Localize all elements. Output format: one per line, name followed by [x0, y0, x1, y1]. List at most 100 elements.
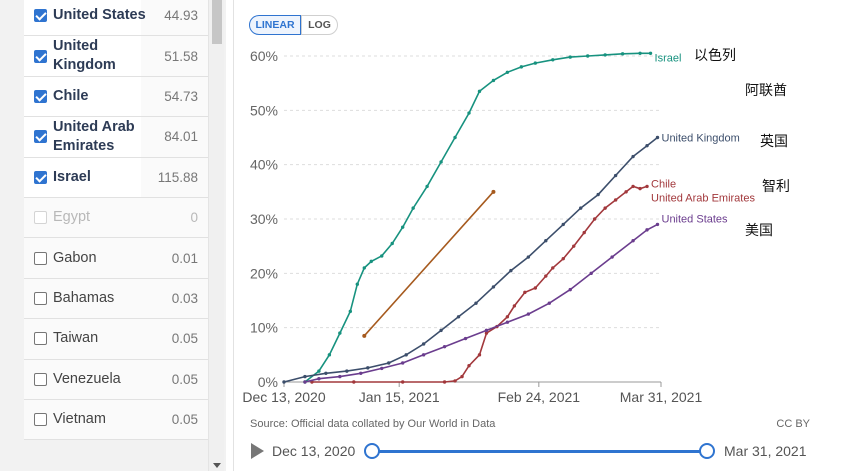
data-point [442, 380, 447, 384]
data-point [547, 301, 551, 305]
data-point [655, 135, 660, 140]
sidebar-scrollbar[interactable] [208, 0, 224, 471]
x-tick-label: Mar 31, 2021 [620, 389, 703, 405]
log-scale-button[interactable]: LOG [301, 15, 338, 35]
y-tick-label: 20% [250, 265, 278, 281]
timeline-end-handle[interactable] [699, 443, 715, 459]
source-note: Source: Official data collated by Our Wo… [250, 418, 496, 430]
country-row[interactable]: Gabon 0.01 [24, 238, 208, 279]
data-point [380, 366, 384, 371]
data-point [380, 254, 384, 258]
timeline-track[interactable] [372, 450, 708, 453]
country-checkbox[interactable] [34, 89, 47, 103]
data-point [474, 301, 478, 305]
data-point [411, 206, 415, 210]
data-point [638, 186, 642, 191]
country-value: 54.73 [164, 88, 198, 104]
data-point [456, 315, 461, 319]
data-point [592, 217, 597, 221]
country-checkbox[interactable] [34, 211, 47, 225]
vaccination-line-chart: 0% 10% 20% 30% 40% 50% 60% Dec 13, 2020 Jan 15, … [242, 48, 755, 405]
country-value: 0.03 [171, 290, 198, 306]
data-point [613, 173, 618, 178]
value-cell [141, 117, 208, 157]
x-tick-label: Jan 15, 2021 [359, 389, 440, 405]
country-row[interactable]: Bahamas 0.03 [24, 278, 208, 320]
license-label[interactable]: CC BY [776, 418, 810, 430]
country-row[interactable]: United Kingdom 51.58 [24, 36, 208, 77]
data-point [362, 266, 366, 270]
y-tick-label: 10% [250, 320, 278, 336]
country-row[interactable]: Venezuela 0.05 [24, 359, 208, 400]
data-point [544, 274, 548, 278]
data-point [638, 51, 642, 55]
chart-panel: LINEAR LOG 0% 10% 20% 30% 40% 50% 60% Dec 13, 2… [233, 0, 843, 471]
y-tick-label: 30% [250, 211, 278, 227]
data-point [477, 353, 482, 357]
series-label: United Kingdom [662, 133, 740, 145]
country-checkbox[interactable] [34, 9, 47, 23]
country-row[interactable]: Taiwan 0.05 [24, 319, 208, 360]
data-point [387, 361, 391, 365]
data-point [645, 184, 649, 189]
country-checkbox[interactable] [34, 372, 47, 386]
scroll-down-arrow-icon[interactable] [213, 463, 221, 468]
timeline-end-date: Mar 31, 2021 [724, 443, 807, 459]
data-point [631, 154, 635, 159]
country-checkbox[interactable] [34, 291, 47, 305]
country-name: Taiwan [53, 330, 99, 347]
data-point [352, 380, 356, 384]
country-row[interactable]: United Arab Emirates 84.01 [24, 117, 208, 158]
play-icon[interactable] [251, 443, 264, 459]
data-point [509, 268, 513, 273]
data-point [561, 222, 565, 227]
data-point [348, 309, 353, 314]
country-row[interactable]: Chile 54.73 [24, 76, 208, 118]
data-point [631, 184, 635, 189]
timeline-start-handle[interactable] [364, 443, 380, 459]
chile-chinese-label: 智利 [762, 179, 790, 195]
country-row[interactable]: Vietnam 0.05 [24, 399, 208, 441]
data-point [505, 315, 510, 319]
us-chinese-label: 美国 [745, 223, 773, 239]
country-name: Gabon [53, 249, 97, 266]
data-point [610, 255, 614, 259]
data-point [390, 241, 394, 246]
country-value: 0.05 [171, 371, 198, 387]
data-point [439, 328, 443, 333]
country-name: United Arab Emirates [53, 118, 135, 154]
data-point [324, 371, 328, 376]
data-point [421, 353, 426, 357]
data-point [526, 255, 531, 259]
country-row[interactable]: United States 44.93 [24, 0, 208, 37]
data-point [463, 336, 468, 341]
country-checkbox[interactable] [34, 251, 47, 265]
data-point [484, 331, 489, 335]
country-checkbox[interactable] [34, 130, 47, 144]
y-tick-label: 40% [250, 157, 278, 173]
scrollbar-thumb[interactable] [212, 0, 222, 44]
data-point [425, 184, 429, 189]
country-value: 0.05 [171, 412, 198, 428]
data-point [359, 371, 363, 376]
country-name: Chile [53, 87, 89, 104]
data-point [453, 135, 457, 140]
value-cell [141, 157, 208, 197]
series-line [363, 191, 494, 337]
country-checkbox[interactable] [34, 332, 47, 346]
country-name: United States [53, 7, 146, 24]
country-checkbox[interactable] [34, 170, 47, 184]
linear-scale-button[interactable]: LINEAR [249, 15, 301, 35]
country-row[interactable]: Egypt 0 [24, 197, 208, 239]
uae-chinese-label: 阿联酋 [745, 83, 787, 99]
data-point [491, 78, 496, 83]
series-line [304, 52, 651, 383]
country-value: 0 [190, 210, 198, 226]
country-row[interactable]: Israel 115.88 [24, 157, 208, 198]
country-checkbox[interactable] [34, 413, 47, 427]
value-cell [141, 76, 208, 117]
data-point [568, 287, 572, 292]
country-checkbox[interactable] [34, 49, 47, 63]
series-label: United States [662, 213, 729, 225]
data-point [544, 239, 548, 243]
